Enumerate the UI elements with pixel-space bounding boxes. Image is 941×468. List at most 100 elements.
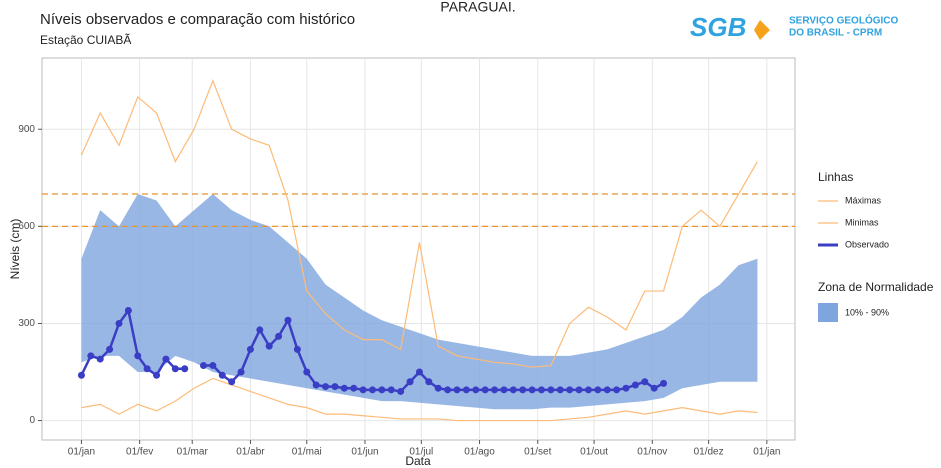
observed-point: [246, 345, 254, 353]
observed-point: [500, 386, 508, 394]
history-line: [81, 377, 758, 422]
observed-point: [256, 326, 264, 334]
x-tick-label: 01/dez: [694, 447, 724, 458]
observed-point: [275, 332, 283, 340]
observed-point: [575, 386, 583, 394]
observed-point: [406, 378, 414, 386]
observed-point: [209, 362, 217, 370]
observed-point: [603, 386, 611, 394]
logo-mark: SGB: [690, 12, 746, 42]
y-tick-label: 900: [18, 124, 35, 135]
x-tick-label: 01/ago: [464, 447, 495, 458]
observed-point: [378, 386, 386, 394]
observed-point: [96, 355, 104, 363]
y-tick-label: 0: [29, 415, 35, 426]
x-tick-label: 01/jul: [409, 447, 433, 458]
observed-point: [472, 386, 480, 394]
observed-point: [650, 384, 658, 392]
observed-point: [519, 386, 527, 394]
x-tick-label: 01/jun: [351, 447, 378, 458]
observed-point: [641, 378, 649, 386]
observed-point: [153, 371, 161, 379]
observed-point: [134, 352, 142, 360]
observed-point: [387, 386, 395, 394]
observed-point: [181, 365, 189, 373]
chart-title: Níveis observados e comparação com histó…: [40, 11, 355, 28]
observed-point: [293, 345, 301, 353]
x-tick-label: 01/out: [580, 447, 608, 458]
observed-point: [331, 383, 339, 391]
observed-point: [584, 386, 592, 394]
observed-point: [660, 379, 668, 387]
logo-line2: DO BRASIL - CPRM: [789, 28, 882, 39]
observed-point: [397, 387, 405, 395]
annotation: PARAGUAI.: [440, 0, 515, 15]
x-tick-label: 01/jan: [68, 447, 95, 458]
observed-point: [303, 368, 311, 376]
x-tick-label: 01/set: [524, 447, 551, 458]
observed-point: [124, 307, 132, 315]
observed-point: [528, 386, 536, 394]
observed-point: [265, 342, 273, 350]
observed-point: [453, 386, 461, 394]
observed-point: [171, 365, 179, 373]
observed-point: [106, 345, 114, 353]
observed-point: [425, 378, 433, 386]
observed-point: [77, 371, 85, 379]
y-axis-label: Níveis (cm): [8, 219, 22, 280]
x-tick-label: 01/mai: [292, 447, 322, 458]
x-tick-label: 01/mar: [177, 447, 209, 458]
x-tick-label: 01/abr: [236, 447, 265, 458]
observed-point: [566, 386, 574, 394]
observed-point: [162, 355, 170, 363]
observed-point: [415, 368, 423, 376]
observed-point: [218, 371, 226, 379]
normal-band: [81, 193, 758, 410]
observed-point: [87, 352, 95, 360]
observed-point: [444, 386, 452, 394]
observed-point: [284, 316, 292, 324]
chart-subtitle: Estação CUIABÃ: [40, 33, 131, 47]
observed-point: [359, 386, 367, 394]
observed-point: [537, 386, 545, 394]
observed-point: [547, 386, 555, 394]
observed-point: [228, 378, 236, 386]
observed-point: [368, 386, 376, 394]
y-tick-label: 600: [18, 221, 35, 232]
observed-point: [462, 386, 470, 394]
logo-icon: [754, 20, 770, 40]
observed-point: [594, 386, 602, 394]
legend-label: Observado: [845, 239, 889, 249]
x-axis-label: Data: [405, 454, 431, 468]
observed-point: [340, 384, 348, 392]
logo-line1: SERVIÇO GEOLÓGICO: [789, 14, 898, 27]
x-tick-label: 01/jan: [753, 447, 780, 458]
history-line: [80, 78, 758, 368]
x-tick-label: 01/nov: [637, 447, 667, 458]
observed-point: [350, 384, 358, 392]
observed-point: [143, 365, 151, 373]
legend-label: Minimas: [845, 217, 879, 227]
legend-key: [818, 303, 838, 322]
band-legend-title: Zona de Normalidade: [818, 280, 934, 294]
legend-label: Máximas: [845, 195, 882, 205]
logo: SGB SERVIÇO GEOLÓGICO DO BRASIL - CPRM: [690, 12, 898, 42]
legend-title: Linhas: [818, 170, 853, 184]
y-tick-label: 300: [18, 318, 35, 329]
observed-point: [613, 386, 621, 394]
observed-point: [509, 386, 517, 394]
legend-label: 10% - 90%: [845, 307, 889, 317]
observed-point: [237, 368, 245, 376]
observed-point: [622, 384, 630, 392]
x-tick-label: 01/fev: [126, 447, 153, 458]
observed-point: [434, 384, 442, 392]
observed-point: [312, 381, 320, 389]
observed-point: [631, 381, 639, 389]
observed-point: [199, 362, 207, 370]
observed-point: [556, 386, 564, 394]
observed-point: [481, 386, 489, 394]
observed-point: [322, 383, 330, 391]
observed-point: [491, 386, 499, 394]
observed-point: [115, 319, 123, 327]
